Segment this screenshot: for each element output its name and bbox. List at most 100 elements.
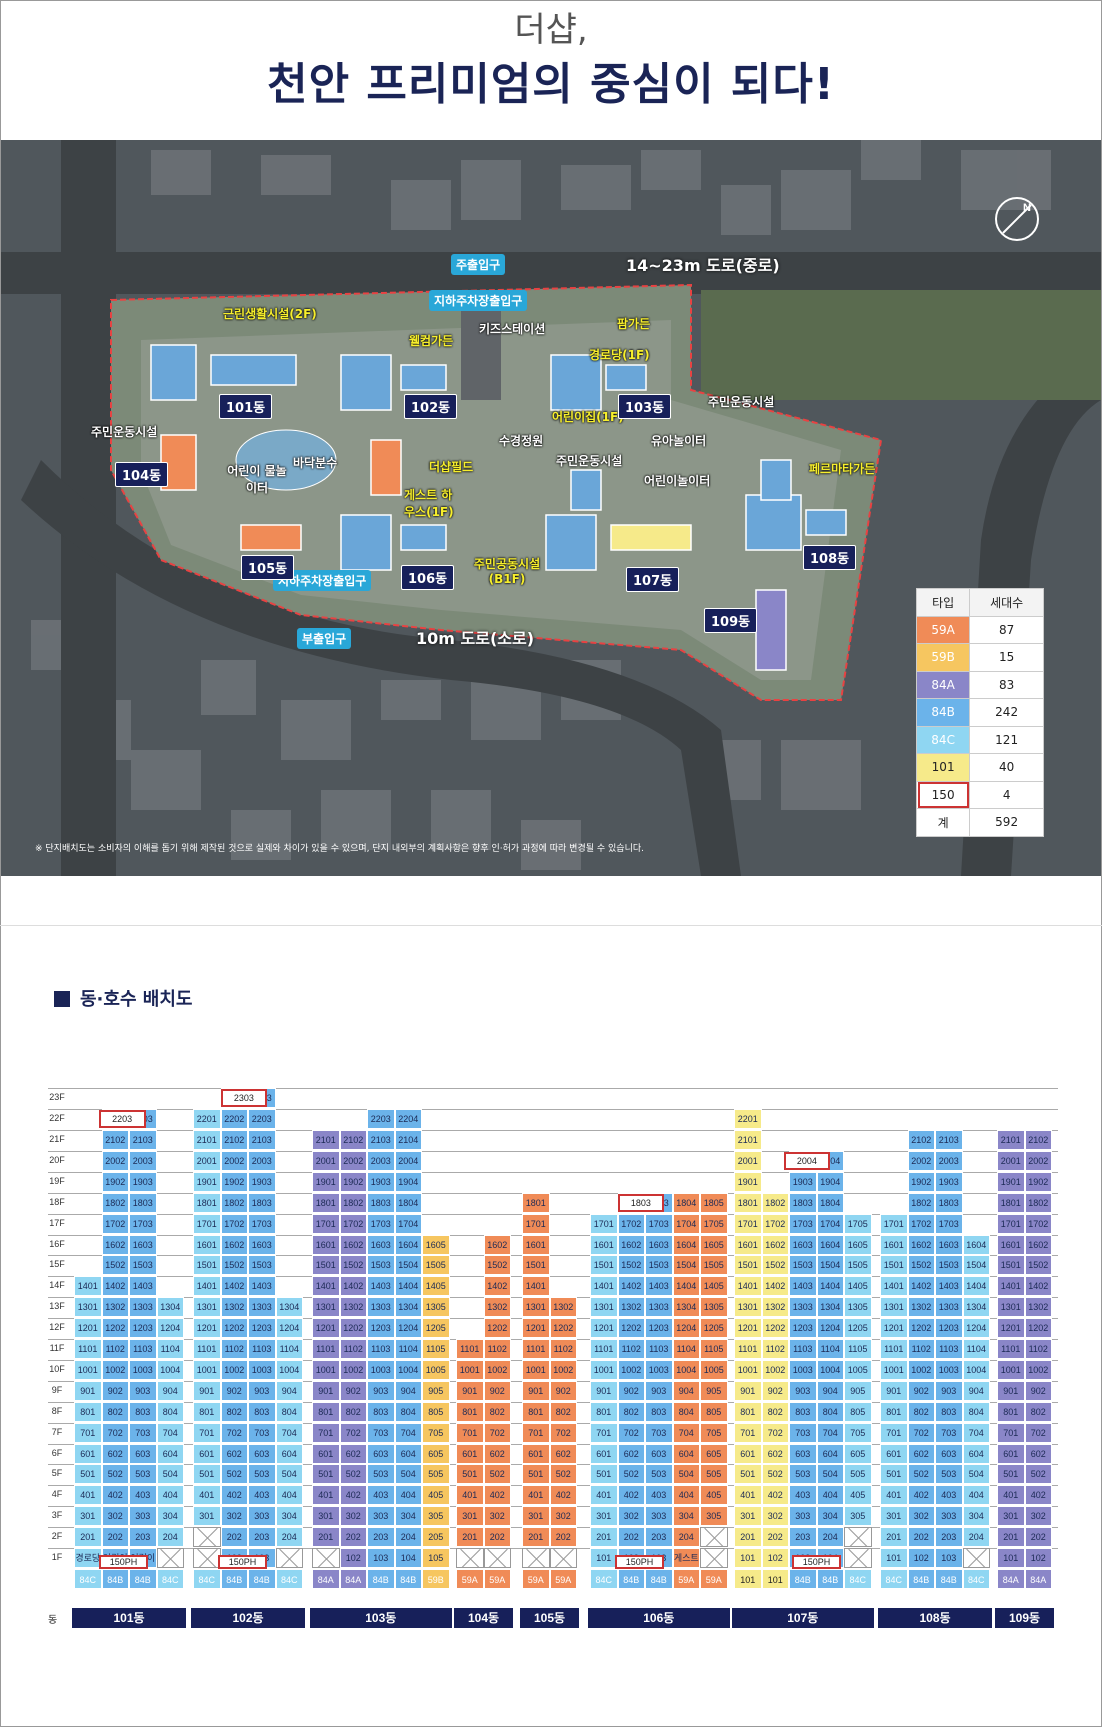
building-label: 101동 <box>219 394 273 419</box>
unit-cell: 2203 <box>367 1109 395 1130</box>
unit-cell: 902 <box>617 1380 645 1401</box>
unit-cell: 701 <box>312 1422 340 1443</box>
unit-cell: 1101 <box>312 1339 340 1359</box>
dong-label: 102동 <box>191 1608 305 1628</box>
unit-cell: 1703 <box>248 1213 276 1234</box>
unit-cell: 1303 <box>367 1297 395 1318</box>
unit-cell: 2102 <box>101 1130 129 1150</box>
unit-cell: 1105 <box>844 1339 872 1359</box>
unit-cell: 1901 <box>734 1171 762 1192</box>
unit-cell: 705 <box>422 1422 450 1443</box>
unit-cell: 502 <box>907 1464 935 1485</box>
unit-cell: 1202 <box>549 1318 577 1339</box>
unit-cell: 702 <box>617 1422 645 1443</box>
unit-cell: 1203 <box>935 1318 963 1339</box>
unit-cell: 1703 <box>645 1213 673 1234</box>
unit-cell: 1202 <box>220 1318 248 1339</box>
unit-cell: 1201 <box>734 1318 762 1339</box>
unit-cell: 204 <box>394 1527 422 1548</box>
dong-label: 109동 <box>995 1608 1054 1628</box>
type-label-cell: 59A <box>456 1569 484 1589</box>
unit-cell: 602 <box>220 1443 248 1464</box>
unit-cell: 404 <box>394 1485 422 1506</box>
unit-cell: 503 <box>935 1464 963 1485</box>
unit-cell: 1304 <box>275 1297 303 1318</box>
unit-cell: 401 <box>522 1485 550 1506</box>
unit-cell: 1903 <box>789 1171 817 1192</box>
empty-unit-cell <box>193 1548 221 1568</box>
unit-cell: 1401 <box>193 1276 221 1297</box>
unit-cell: 402 <box>617 1485 645 1506</box>
unit-cell: 1404 <box>816 1276 844 1297</box>
unit-cell: 304 <box>275 1506 303 1527</box>
unit-cell: 804 <box>962 1401 990 1422</box>
unit-cell: 1503 <box>645 1255 673 1276</box>
unit-cell: 1101 <box>590 1339 618 1359</box>
unit-cell: 1002 <box>617 1359 645 1380</box>
type-label-cell: 59A <box>549 1569 577 1589</box>
empty-unit-cell <box>312 1548 340 1568</box>
unit-cell: 302 <box>761 1506 789 1527</box>
unit-cell: 1002 <box>907 1359 935 1380</box>
unit-cell: 1702 <box>761 1213 789 1234</box>
unit-cell: 1701 <box>312 1213 340 1234</box>
unit-cell: 805 <box>422 1401 450 1422</box>
unit-cell: 1102 <box>761 1339 789 1359</box>
unit-cell: 1701 <box>590 1213 618 1234</box>
type-label-cell: 84A <box>997 1569 1025 1589</box>
empty-unit-cell <box>844 1548 872 1568</box>
unit-cell: 1605 <box>844 1234 872 1255</box>
unit-cell: 204 <box>816 1527 844 1548</box>
facility-label: 수경정원 <box>499 434 544 448</box>
unit-cell: 502 <box>220 1464 248 1485</box>
unit-cell: 402 <box>549 1485 577 1506</box>
empty-unit-cell <box>275 1548 303 1568</box>
unit-cell: 902 <box>1024 1380 1052 1401</box>
type-label-cell: 84B <box>248 1569 276 1589</box>
unit-cell: 1501 <box>880 1255 908 1276</box>
unit-cell: 1803 <box>129 1192 157 1213</box>
unit-cell: 1603 <box>129 1234 157 1255</box>
unit-cell: 401 <box>590 1485 618 1506</box>
unit-cell: 1002 <box>549 1359 577 1380</box>
type-cell: 101 <box>915 753 971 782</box>
type-label-cell: 84B <box>129 1569 157 1589</box>
unit-cell: 804 <box>156 1401 184 1422</box>
unit-cell: 702 <box>220 1422 248 1443</box>
unit-cell: 1302 <box>761 1297 789 1318</box>
unit-cell: 201 <box>522 1527 550 1548</box>
empty-unit-cell <box>522 1548 550 1568</box>
unit-cell: 1102 <box>483 1339 511 1359</box>
unit-cell: 302 <box>339 1506 367 1527</box>
unit-cell: 1904 <box>394 1171 422 1192</box>
unit-cell: 601 <box>997 1443 1025 1464</box>
facility-label: 어린이 물놀이터 <box>227 464 287 495</box>
unit-cell: 2204 <box>394 1109 422 1130</box>
unit-cell: 1001 <box>590 1359 618 1380</box>
unit-cell: 205 <box>422 1527 450 1548</box>
unit-cell: 2004 <box>394 1150 422 1171</box>
unit-cell: 605 <box>700 1443 728 1464</box>
unit-cell: 1702 <box>907 1213 935 1234</box>
unit-cell: 201 <box>880 1527 908 1548</box>
unit-cell: 1002 <box>339 1359 367 1380</box>
unit-cell: 1202 <box>907 1318 935 1339</box>
type-label-cell: 84B <box>617 1569 645 1589</box>
floor-gridline <box>48 1234 1058 1236</box>
unit-cell: 1204 <box>275 1318 303 1339</box>
unit-cell: 501 <box>193 1464 221 1485</box>
unit-cell: 1901 <box>193 1171 221 1192</box>
floor-label: 8F <box>51 1405 63 1416</box>
unit-cell: 1302 <box>220 1297 248 1318</box>
north-compass-icon: N <box>995 197 1039 241</box>
floor-label: 21F <box>49 1134 65 1144</box>
building-label: 106동 <box>401 565 455 590</box>
unit-cell: 1701 <box>734 1213 762 1234</box>
unit-cell: 1402 <box>101 1276 129 1297</box>
type-label-cell: 84B <box>789 1569 817 1589</box>
unit-cell: 1104 <box>156 1339 184 1359</box>
unit-cell: 1001 <box>734 1359 762 1380</box>
unit-cell: 303 <box>645 1506 673 1527</box>
type-label-cell: 59A <box>522 1569 550 1589</box>
unit-cell: 1201 <box>997 1318 1025 1339</box>
